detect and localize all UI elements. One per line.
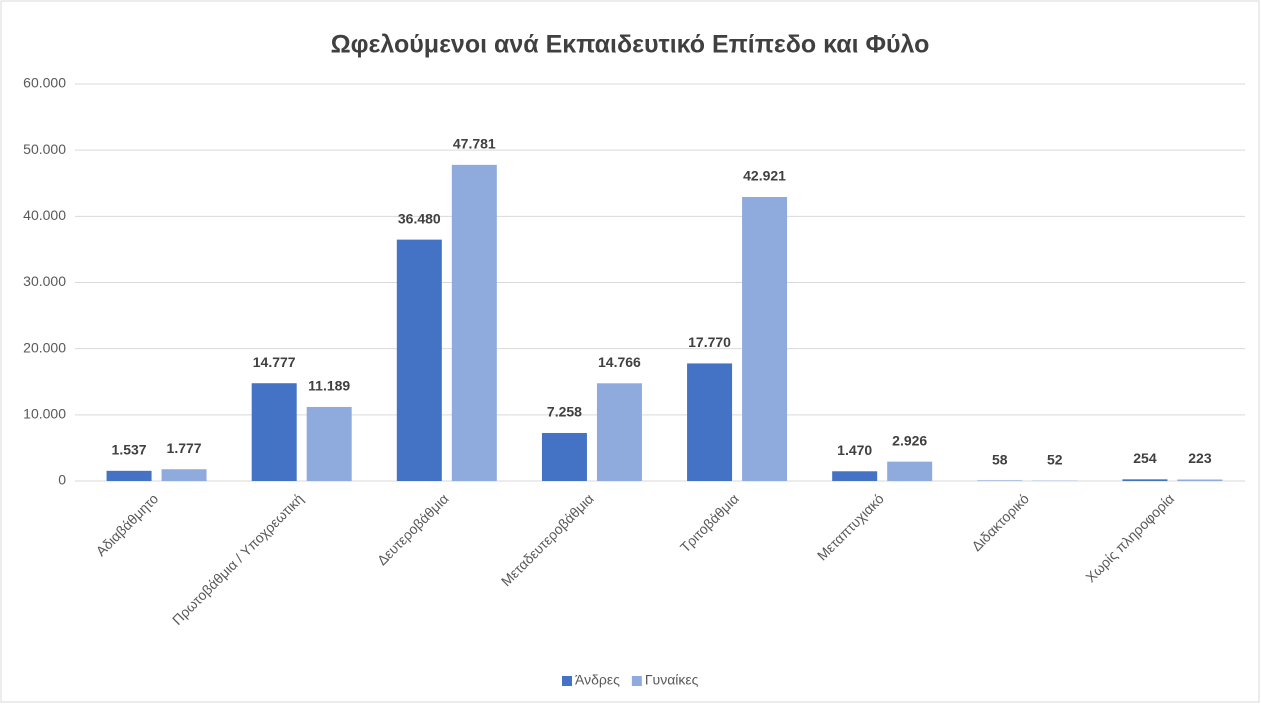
y-tick-label: 60.000 <box>23 75 66 91</box>
legend-label: Άνδρες <box>575 672 620 688</box>
data-label: 223 <box>1188 450 1212 466</box>
data-label: 36.480 <box>398 210 441 226</box>
bar <box>451 164 497 481</box>
y-tick-label: 50.000 <box>23 141 66 157</box>
bar <box>106 470 152 481</box>
data-label: 2.926 <box>892 432 927 448</box>
y-tick-label: 10.000 <box>23 406 66 422</box>
legend-label: Γυναίκες <box>645 672 699 688</box>
bar <box>887 461 933 481</box>
bar <box>251 383 297 481</box>
data-label: 11.189 <box>308 378 350 394</box>
data-label: 58 <box>992 451 1008 467</box>
bar <box>396 239 442 481</box>
bar <box>306 406 352 481</box>
bar <box>1177 479 1223 481</box>
bar <box>596 383 642 481</box>
bar <box>832 471 878 481</box>
data-label: 47.781 <box>453 136 496 152</box>
data-label: 14.777 <box>253 354 296 370</box>
bar <box>687 363 733 481</box>
y-tick-label: 30.000 <box>23 273 66 289</box>
legend-swatch <box>631 676 642 686</box>
data-label: 1.777 <box>167 440 202 456</box>
y-tick-label: 40.000 <box>23 207 66 223</box>
chart-title: Ωφελούμενοι ανά Εκπαιδευτικό Επίπεδο και… <box>331 31 930 59</box>
bar <box>541 432 587 481</box>
data-label: 52 <box>1047 451 1063 467</box>
data-label: 7.258 <box>547 404 582 420</box>
bar <box>1122 479 1168 481</box>
bar <box>161 469 207 481</box>
data-label: 1.470 <box>837 442 872 458</box>
data-label: 254 <box>1133 450 1157 466</box>
data-label: 17.770 <box>688 334 731 350</box>
data-label: 1.537 <box>112 442 147 458</box>
bar <box>742 197 788 481</box>
data-label: 14.766 <box>598 354 641 370</box>
y-tick-label: 20.000 <box>23 339 66 355</box>
y-tick-label: 0 <box>58 472 66 488</box>
legend-swatch <box>562 676 572 686</box>
data-label: 42.921 <box>743 168 786 184</box>
